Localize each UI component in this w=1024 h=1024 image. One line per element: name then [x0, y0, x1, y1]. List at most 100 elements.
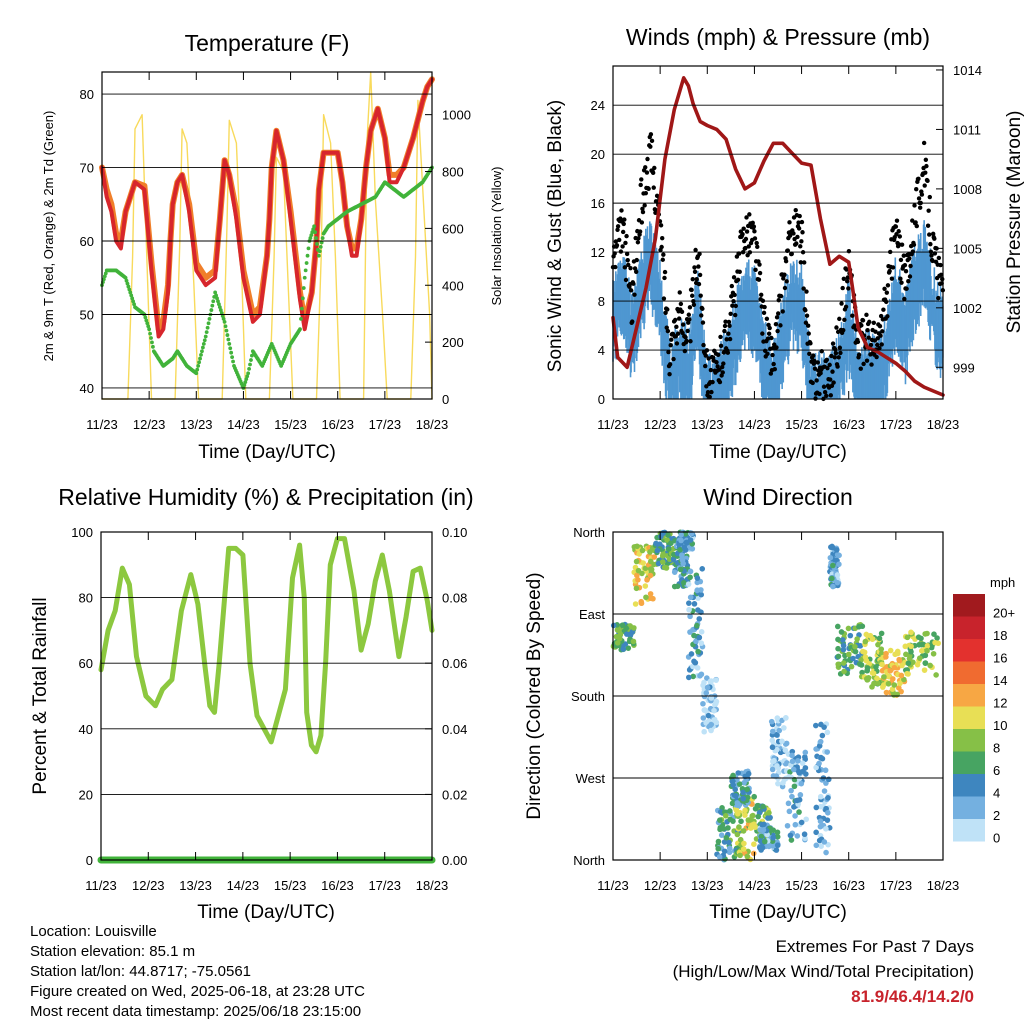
direction-point	[761, 838, 768, 845]
y-tick-label: 0	[86, 853, 93, 868]
direction-point	[687, 613, 693, 620]
gust-point	[861, 361, 866, 367]
gust-point	[845, 279, 850, 284]
gust-point	[666, 349, 671, 355]
direction-point	[932, 639, 938, 646]
dewpoint-point	[130, 296, 135, 301]
gust-point	[799, 239, 804, 244]
direction-point	[745, 770, 752, 777]
gust-point	[839, 301, 844, 306]
gust-point	[689, 287, 694, 293]
gust-point	[718, 343, 724, 349]
gust-point	[828, 393, 833, 398]
gust-point	[832, 355, 837, 360]
dewpoint-point	[245, 374, 250, 379]
x-tick-label: 15/23	[274, 878, 307, 893]
gust-point	[675, 331, 681, 336]
direction-point	[647, 549, 653, 555]
legend-label: 12	[993, 695, 1007, 710]
gust-point	[807, 351, 812, 357]
direction-point	[730, 778, 736, 785]
dewpoint-point	[224, 328, 229, 333]
direction-point	[850, 655, 856, 662]
gust-point	[660, 235, 665, 241]
gust-point	[896, 229, 901, 234]
gust-point	[613, 264, 618, 270]
gust-point	[804, 289, 809, 294]
temperature-frame	[101, 71, 433, 400]
dewpoint-point	[317, 249, 322, 254]
dewpoint-point	[199, 353, 203, 357]
direction-point	[665, 532, 671, 538]
gust-point	[894, 218, 900, 223]
humidity-series	[97, 536, 436, 864]
x-tick-label: 18/23	[416, 417, 449, 432]
y-tick-label: 8	[598, 294, 605, 309]
gust-point	[875, 336, 880, 341]
gust-point	[719, 364, 725, 370]
direction-point	[717, 817, 723, 823]
gust-point	[661, 296, 667, 301]
direction-point	[713, 677, 719, 683]
gust-point	[903, 269, 909, 274]
direction-point	[905, 660, 912, 667]
gust-point	[780, 309, 785, 314]
gust-point	[688, 339, 693, 344]
dewpoint-point	[227, 341, 232, 346]
gust-point	[867, 319, 872, 325]
y-tick-label: 60	[79, 656, 93, 671]
x-tick-label: 13/23	[180, 417, 213, 432]
direction-point	[758, 833, 765, 840]
dewpoint-point	[320, 236, 325, 240]
recent-text: Most recent data timestamp: 2025/06/18 2…	[30, 1003, 362, 1020]
direction-point	[736, 824, 742, 830]
gust-point	[662, 269, 668, 275]
gust-point	[871, 320, 876, 326]
humidity-panel: Relative Humidity (%) & Precipitation (i…	[30, 484, 474, 923]
gust-point	[728, 311, 733, 316]
direction-point	[683, 539, 690, 546]
direction-point	[744, 853, 751, 860]
dewpoint-point	[228, 346, 233, 351]
x-tick-label: 11/23	[597, 878, 629, 893]
gust-point	[841, 276, 847, 281]
direction-point	[904, 634, 911, 641]
gust-point	[784, 279, 789, 284]
gust-point	[659, 244, 664, 250]
direction-point	[817, 738, 824, 745]
direction-point	[838, 629, 845, 635]
direction-point	[848, 663, 855, 670]
gust-point	[782, 272, 787, 277]
gust-point	[766, 331, 772, 336]
direction-point	[718, 832, 725, 838]
gust-point	[902, 262, 908, 268]
direction-point	[740, 846, 747, 852]
gust-point	[674, 324, 679, 330]
direction-point	[769, 744, 776, 751]
direction-point	[694, 575, 701, 581]
dewpoint-point	[203, 334, 208, 339]
direction-point	[738, 818, 744, 825]
gust-point	[707, 394, 712, 400]
direction-point	[768, 718, 775, 725]
dewpoint-point	[302, 275, 307, 280]
direction-point	[726, 839, 732, 846]
gust-point	[778, 323, 783, 328]
dewpoint-point	[201, 341, 206, 346]
gust-point	[830, 369, 835, 374]
direction-point	[742, 812, 748, 818]
dewpoint-point	[230, 355, 235, 360]
direction-point	[891, 682, 898, 688]
x-tick-label: 12/23	[133, 417, 166, 432]
dewpoint-point	[123, 275, 128, 280]
gust-point	[869, 362, 874, 367]
gust-point	[640, 209, 646, 215]
y-tick-label: 16	[591, 196, 605, 211]
direction-point	[719, 805, 725, 811]
legend-swatch	[953, 819, 985, 842]
gust-point	[885, 314, 890, 319]
direction-point	[830, 562, 836, 569]
gust-point	[636, 236, 641, 241]
direction-point	[634, 543, 640, 550]
direction-point	[798, 819, 805, 826]
